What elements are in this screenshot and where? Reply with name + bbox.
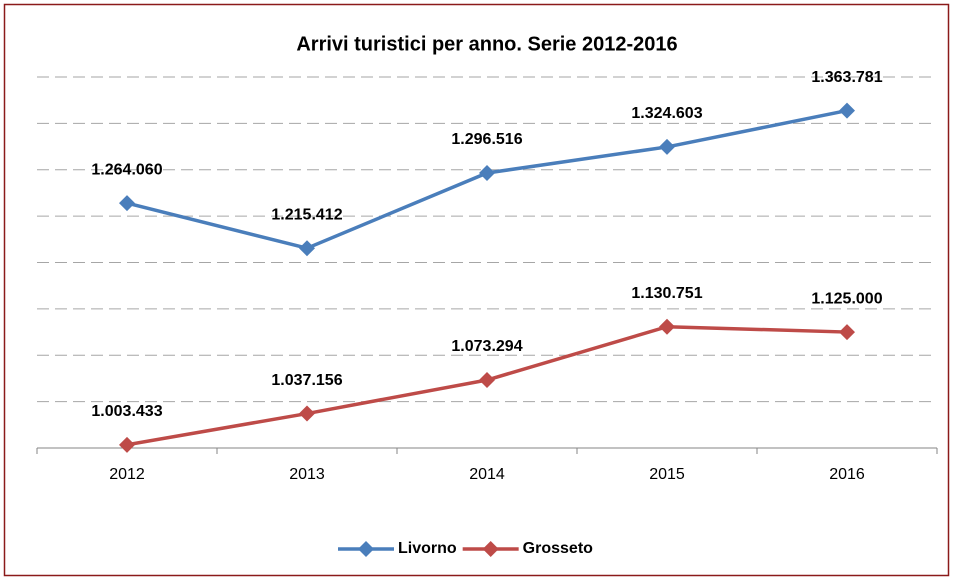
point-marker (119, 436, 135, 453)
point-marker (299, 240, 315, 257)
point-marker (479, 164, 495, 181)
point-marker (119, 195, 135, 212)
x-tick-label: 2014 (469, 466, 505, 483)
point-marker (839, 324, 855, 341)
chart-title: Arrivi turistici per anno. Serie 2012-20… (296, 33, 677, 55)
x-tick-label: 2012 (109, 466, 145, 483)
point-marker (479, 372, 495, 389)
point-marker (839, 102, 855, 119)
chart-frame (3, 3, 950, 577)
data-label: 1.125.000 (811, 290, 882, 307)
legend-marker (482, 541, 499, 557)
data-label: 1.130.751 (631, 285, 702, 302)
data-label: 1.363.781 (811, 69, 882, 86)
data-label: 1.324.603 (631, 105, 702, 122)
data-label: 1.037.156 (271, 372, 342, 389)
point-marker (659, 318, 675, 335)
legend-marker (358, 541, 374, 557)
x-tick-label: 2016 (829, 466, 865, 483)
point-marker (659, 138, 675, 155)
x-tick-label: 2013 (289, 466, 325, 483)
x-tick-label: 2015 (649, 466, 685, 483)
point-marker (299, 405, 315, 422)
data-label: 1.003.433 (91, 403, 162, 420)
data-label: 1.215.412 (271, 206, 342, 223)
legend-label: Grosseto (523, 540, 593, 557)
data-label: 1.296.516 (451, 131, 522, 148)
data-label: 1.264.060 (91, 161, 162, 178)
legend-label: Livorno (398, 540, 457, 557)
data-label: 1.073.294 (451, 338, 522, 355)
